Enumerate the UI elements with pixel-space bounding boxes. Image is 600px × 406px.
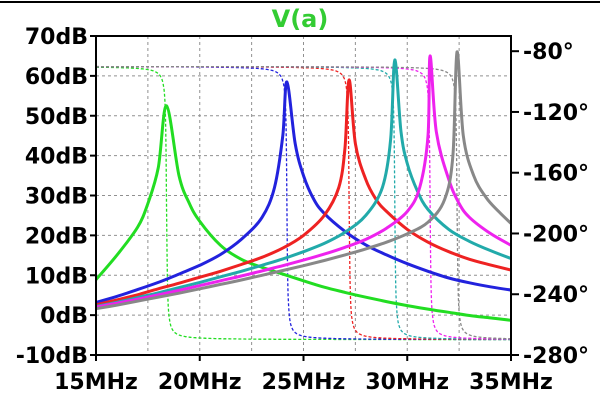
left-tick-label-2: 10dB bbox=[25, 264, 88, 289]
bottom-axis-ticks: 15MHz 20MHz 25MHz 30MHz 35MHz bbox=[54, 355, 553, 395]
phase-trace-5 bbox=[96, 65, 511, 340]
bottom-tick-label-2: 25MHz bbox=[262, 370, 346, 395]
left-tick-label-8: 70dB bbox=[25, 25, 88, 50]
bottom-tick-label-1: 20MHz bbox=[158, 370, 242, 395]
magnitude-trace-1 bbox=[95, 80, 512, 304]
magnitude-traces bbox=[94, 50, 513, 322]
magnitude-trace-2 bbox=[95, 78, 512, 307]
left-tick-label-5: 40dB bbox=[25, 145, 88, 170]
right-tick-label-2: -160° bbox=[523, 162, 589, 187]
bottom-tick-label-4: 35MHz bbox=[469, 370, 553, 395]
left-tick-label-6: 50dB bbox=[25, 105, 88, 130]
chart-title: V(a) bbox=[272, 5, 329, 33]
right-tick-label-0: -80° bbox=[523, 40, 574, 65]
grid bbox=[96, 36, 511, 355]
bottom-tick-label-3: 30MHz bbox=[365, 370, 449, 395]
left-tick-label-4: 30dB bbox=[25, 185, 88, 210]
right-tick-label-5: -280° bbox=[523, 344, 589, 369]
right-tick-label-3: -200° bbox=[523, 222, 589, 247]
right-axis-ticks: -80° -120° -160° -200° -240° -280° bbox=[511, 40, 589, 369]
left-tick-label-0: -10dB bbox=[16, 344, 88, 369]
left-tick-label-1: 0dB bbox=[40, 304, 88, 329]
right-tick-label-1: -120° bbox=[523, 101, 589, 126]
left-axis-ticks: -10dB 0dB 10dB 20dB 30dB 40dB 50dB 60dB 70dB bbox=[16, 25, 96, 369]
phase-traces bbox=[96, 65, 511, 341]
magnitude-trace-3 bbox=[95, 58, 512, 308]
left-tick-label-7: 60dB bbox=[25, 65, 88, 90]
phase-trace-2 bbox=[96, 65, 511, 341]
phase-trace-0 bbox=[96, 66, 511, 341]
bottom-tick-label-0: 15MHz bbox=[54, 370, 138, 395]
right-tick-label-4: -240° bbox=[523, 283, 589, 308]
left-tick-label-3: 20dB bbox=[25, 224, 88, 249]
magnitude-trace-5 bbox=[95, 50, 513, 311]
